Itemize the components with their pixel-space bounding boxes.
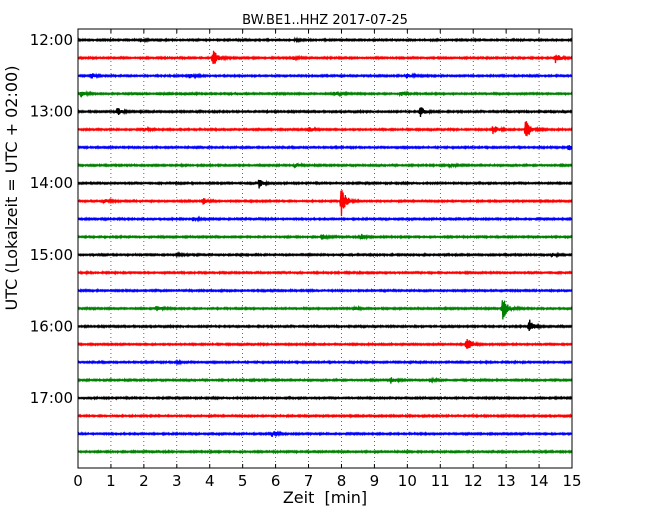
trace-line [77,319,573,332]
trace-line [77,179,573,189]
x-tick-label: 1 [106,472,116,490]
y-tick-label: 16:00 [30,317,73,335]
x-tick-label: 9 [370,472,380,490]
trace-line [77,269,573,276]
trace-line [77,162,573,170]
x-tick-label: 2 [139,472,149,490]
trace-line [77,339,573,349]
x-tick-label: 11 [431,472,450,490]
x-tick-label: 0 [73,472,83,490]
trace-line [77,395,573,401]
trace-line [77,190,573,217]
trace-line [77,36,573,44]
x-axis-label: Zeit [min] [283,488,367,507]
plot-frame [77,28,573,469]
y-tick-label: 12:00 [30,31,73,49]
trace-line [77,251,573,259]
trace-line [77,449,573,455]
trace-line [77,50,573,64]
trace-line [77,300,573,320]
trace-line [77,72,573,80]
trace-line [77,233,573,241]
trace-line [77,413,573,419]
x-tick-label: 4 [205,472,215,490]
x-tick-label: 8 [337,472,347,490]
trace-line [77,430,573,438]
trace-line [77,121,573,137]
y-axis-label: UTC (Lokalzeit = UTC + 02:00) [2,66,21,311]
trace-line [77,215,573,223]
y-tick-label: 13:00 [30,103,73,121]
y-tick-label: 17:00 [30,389,73,407]
x-tick-label: 5 [238,472,248,490]
x-tick-label: 14 [530,472,549,490]
tick-layer: 0 1 2 3 4 5 6 7 8 9 10 11 12 13 14 1512:0013:0014:0015:… [30,29,582,490]
x-tick-label: 6 [271,472,281,490]
x-tick-label: 13 [497,472,516,490]
x-tick-label: 3 [172,472,182,490]
y-tick-label: 14:00 [30,174,73,192]
trace-line [77,358,573,366]
y-tick-label: 15:00 [30,246,73,264]
x-tick-label: 15 [562,472,581,490]
trace-layer [77,36,573,455]
chart-title: BW.BE1..HHZ 2017-07-25 [242,13,408,28]
trace-line [77,107,573,118]
x-tick-label: 7 [304,472,314,490]
trace-line [77,376,573,384]
x-tick-label: 10 [398,472,417,490]
trace-line [77,90,573,98]
trace-line [77,287,573,294]
x-tick-label: 12 [464,472,483,490]
trace-line [77,144,573,151]
